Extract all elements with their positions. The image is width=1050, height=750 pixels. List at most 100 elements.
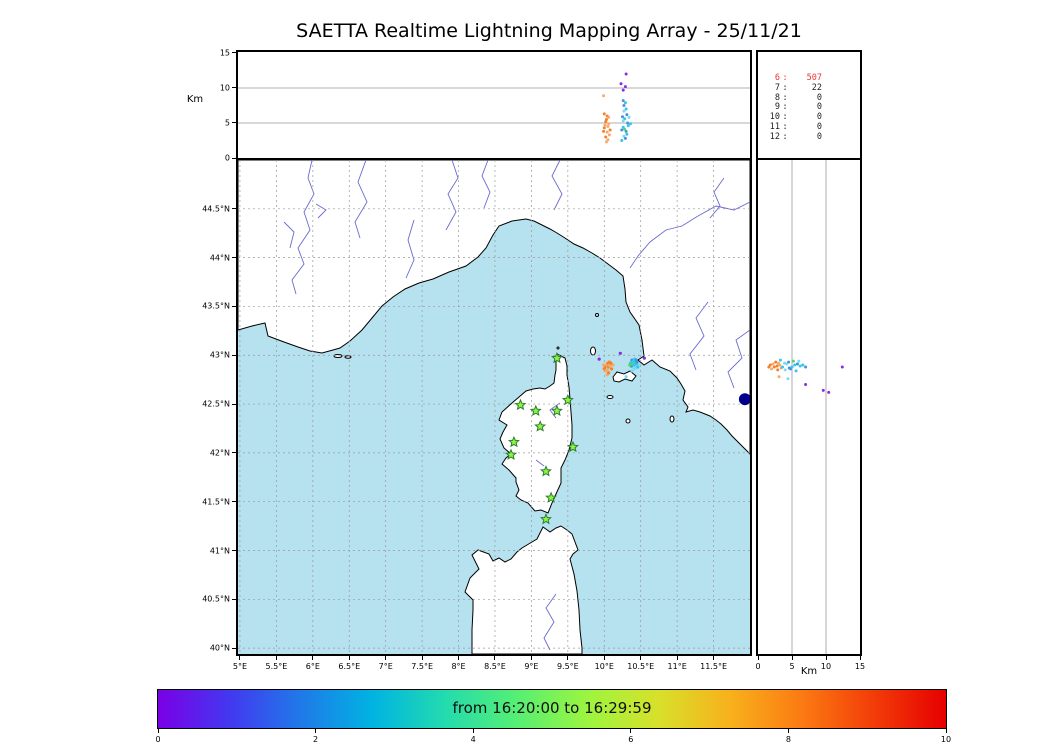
tick-mark — [232, 452, 236, 454]
tick-mark — [458, 656, 460, 660]
station-count-row: 10: 0 — [758, 112, 860, 123]
altitude-latitude-panel — [756, 158, 862, 656]
tick-mark — [421, 656, 423, 660]
tick-mark — [239, 656, 241, 660]
station-star-icon — [539, 512, 552, 525]
altitude-longitude-plot — [238, 72, 750, 144]
sardinia-island — [464, 525, 583, 654]
station-count-key: 10 — [769, 112, 780, 123]
map-gridlines — [238, 160, 750, 654]
tick-label: 44°N — [209, 253, 230, 263]
montecristo-island — [625, 418, 631, 424]
tick-label: 9°E — [524, 662, 539, 671]
gridlines — [238, 87, 750, 124]
tick-label: 6.5°E — [338, 662, 361, 671]
tick-label: 10°E — [594, 662, 614, 671]
tick-mark — [232, 354, 236, 356]
tick-mark — [472, 729, 474, 733]
station-count-value: 0 — [816, 131, 822, 142]
tick-mark — [640, 656, 642, 660]
station-star-icon — [507, 435, 520, 448]
station-count-key: 6 — [774, 73, 780, 83]
tick-mark — [787, 729, 789, 733]
separator: : — [782, 112, 788, 123]
tick-label: 42°N — [209, 448, 230, 458]
tick-label: 8 — [785, 735, 791, 744]
tick-mark — [791, 656, 793, 660]
station-count-row: 9: 0 — [758, 103, 860, 113]
tick-mark — [275, 656, 277, 660]
station-count-value: 0 — [816, 102, 822, 113]
tick-mark — [232, 157, 236, 159]
tick-mark — [603, 656, 605, 660]
tick-mark — [232, 122, 236, 124]
station-count-key: 8 — [774, 92, 780, 103]
tick-mark — [315, 729, 317, 733]
tick-label: 8.5°E — [484, 662, 506, 671]
tick-mark — [232, 208, 236, 210]
station-count-key: 7 — [774, 82, 780, 93]
station-count-value: 0 — [816, 112, 822, 123]
tick-mark — [494, 656, 496, 660]
tick-label: 15 — [854, 662, 866, 671]
tick-label: 5.5°E — [265, 662, 288, 671]
station-star-icon — [545, 491, 558, 503]
tick-mark — [232, 647, 236, 649]
tick-label: 11°E — [667, 662, 687, 671]
tick-label: 6 — [628, 735, 634, 744]
station-count-key: 11 — [769, 121, 780, 132]
station-count-row: 6: 507 — [758, 73, 860, 84]
time-colorbar: from 16:20:00 to 16:29:59 — [157, 689, 947, 729]
altitude-longitude-panel — [236, 50, 752, 160]
tick-label: 10 — [820, 662, 832, 671]
altitude-axis-label-top: Km — [186, 94, 204, 105]
tick-label: 41.5°N — [202, 497, 230, 507]
tick-mark — [567, 656, 569, 660]
station-star-icon — [550, 351, 563, 364]
tick-label: 0 — [755, 662, 761, 671]
tick-label: 8°E — [451, 662, 466, 671]
geographic-map — [238, 160, 750, 654]
capraia-island — [590, 346, 596, 356]
tick-mark — [713, 656, 715, 660]
separator: : — [782, 92, 788, 103]
tick-mark — [825, 656, 827, 660]
tick-mark — [312, 656, 314, 660]
tick-label: 43°N — [209, 350, 230, 360]
tick-mark — [348, 656, 350, 660]
tick-label: 40.5°N — [202, 594, 230, 604]
station-count-value: 507 — [806, 73, 822, 83]
station-count-key: 9 — [774, 102, 780, 113]
tick-label: 5°E — [232, 662, 248, 671]
lightning-sources — [602, 72, 633, 144]
tick-mark — [232, 257, 236, 259]
station-star-icon — [550, 404, 563, 417]
tick-mark — [232, 305, 236, 307]
tick-mark — [757, 656, 759, 660]
page-title: SAETTA Realtime Lightning Mapping Array … — [296, 20, 802, 42]
station-star-icon — [514, 398, 527, 411]
separator: : — [782, 82, 788, 93]
station-count-value: 0 — [816, 92, 822, 103]
tick-label: 5 — [789, 662, 795, 671]
tick-label: 44.5°N — [202, 204, 230, 214]
tick-label: 10 — [219, 83, 230, 93]
giglio-island — [669, 415, 675, 423]
tick-label: 43.5°N — [202, 301, 230, 311]
altitude-axis-label-right: Km — [800, 666, 818, 677]
tick-mark — [859, 656, 861, 660]
tick-mark — [630, 729, 632, 733]
station-star-icon — [539, 465, 552, 477]
station-count-row: 7: 22 — [758, 82, 860, 94]
tick-mark — [232, 501, 236, 503]
tick-label: 0 — [155, 735, 161, 744]
station-star-icon — [529, 404, 542, 417]
time-window-label: from 16:20:00 to 16:29:59 — [452, 699, 652, 717]
tick-label: 7.5°E — [411, 662, 433, 671]
station-star-icon — [566, 440, 579, 453]
tick-label: 10.5°E — [627, 662, 655, 671]
gridlines — [791, 160, 827, 654]
tick-label: 15 — [219, 48, 230, 58]
tick-label: 41°N — [209, 546, 230, 555]
